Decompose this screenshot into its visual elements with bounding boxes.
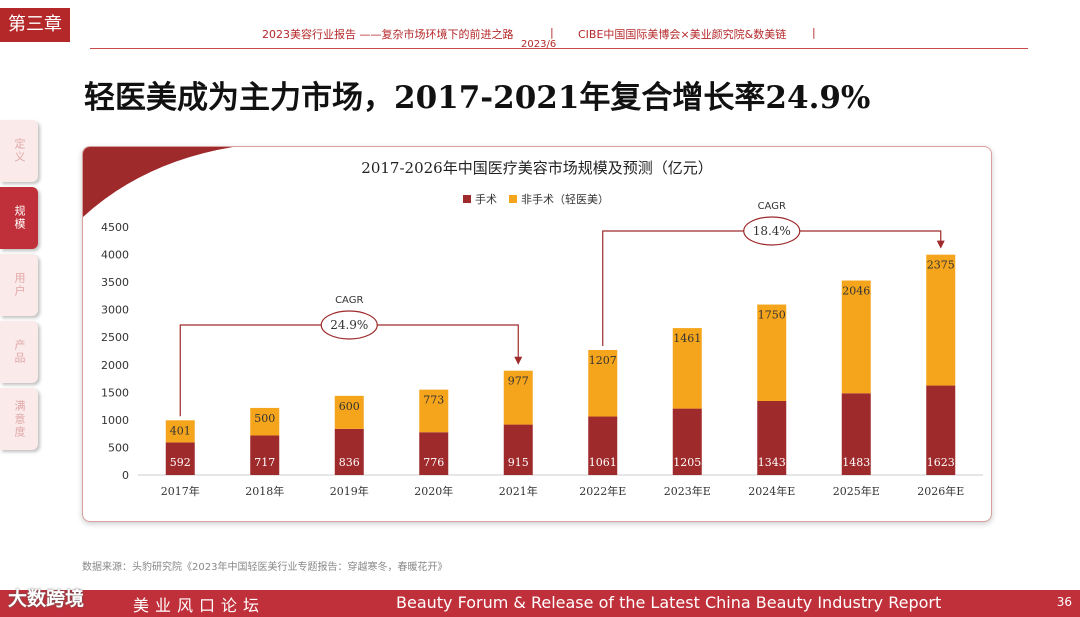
bar-segment	[334, 395, 364, 429]
nav-tab-definition[interactable]: 定义	[0, 120, 38, 182]
legend-swatch	[509, 195, 517, 203]
data-label: 717	[254, 456, 275, 469]
forum-name-cn: 美业风口论坛	[133, 596, 266, 615]
bar-segment	[926, 254, 956, 386]
bar-segment	[841, 393, 871, 475]
x-tick-label: 2024年E	[748, 484, 795, 498]
bar-segment	[588, 350, 618, 417]
y-tick-label: 1500	[101, 386, 129, 399]
data-label: 1750	[758, 309, 786, 322]
bar-segment	[672, 408, 702, 475]
bar-segment	[250, 435, 280, 475]
chart-svg: 2017-2026年中国医疗美容市场规模及预测（亿元） 手术 非手术（轻医美） 0 50…	[83, 147, 983, 498]
data-label: 773	[423, 394, 444, 407]
cagr-value: 24.9%	[330, 318, 368, 332]
x-tick-label: 2026年E	[917, 484, 964, 498]
x-tick-label: 2021年	[499, 484, 538, 498]
legend-label: 手术	[475, 192, 497, 206]
cagr-label: CAGR	[758, 201, 786, 212]
bar-segment	[419, 432, 449, 475]
data-label: 1623	[927, 456, 955, 469]
y-tick-label: 500	[108, 441, 129, 454]
data-label: 1207	[589, 354, 617, 367]
x-tick-label: 2025年E	[833, 484, 880, 498]
header-separator: |	[550, 26, 554, 39]
cagr-label: CAGR	[335, 295, 363, 306]
bar-segment	[757, 304, 787, 401]
nav-tab-users[interactable]: 用户	[0, 254, 38, 316]
report-date: 2023/6	[521, 39, 557, 50]
chapter-badge: 第三章	[0, 8, 70, 42]
data-label: 600	[339, 400, 360, 413]
footer-bar: 美业风口论坛 Beauty Forum & Release of the Lat…	[0, 590, 1080, 617]
y-tick-label: 3000	[101, 304, 129, 317]
legend-label: 非手术（轻医美）	[521, 192, 609, 206]
bar-segment	[503, 370, 533, 425]
forum-name-en: Beauty Forum & Release of the Latest Chi…	[396, 593, 942, 612]
y-tick-label: 2500	[101, 331, 129, 344]
data-source: 数据来源：头豹研究院《2023年中国轻医美行业专题报告：穿越寒冬，春暖花开》	[82, 562, 448, 573]
page-title: 轻医美成为主力市场，2017-2021年复合增长率24.9%	[84, 80, 871, 116]
data-label: 2046	[842, 285, 870, 298]
y-tick-label: 3500	[101, 276, 129, 289]
report-org: CIBE中国国际美博会×美业颜究院&数美链	[578, 28, 787, 41]
bar-segment	[926, 385, 956, 475]
nav-tab-satisfaction[interactable]: 满意度	[0, 388, 38, 450]
report-title: 2023美容行业报告 ——复杂市场环境下的前进之路	[262, 28, 514, 41]
y-tick-label: 2000	[101, 359, 129, 372]
bar-segment	[841, 280, 871, 394]
bar-segment	[334, 428, 364, 475]
bar-segment	[503, 424, 533, 475]
x-tick-label: 2020年	[414, 484, 453, 498]
bar-segment	[757, 400, 787, 475]
data-label: 776	[423, 456, 444, 469]
chart-card: 2017-2026年中国医疗美容市场规模及预测（亿元） 手术 非手术（轻医美） 0 50…	[82, 146, 992, 522]
bar-segment	[165, 442, 195, 475]
data-label: 592	[170, 456, 191, 469]
data-label: 1461	[673, 332, 701, 345]
data-label: 915	[508, 456, 529, 469]
data-label: 401	[170, 424, 191, 437]
data-label: 836	[339, 456, 360, 469]
chart-title: 2017-2026年中国医疗美容市场规模及预测（亿元）	[361, 159, 712, 177]
nav-tab-products[interactable]: 产品	[0, 321, 38, 383]
data-label: 1343	[758, 456, 786, 469]
cagr-value: 18.4%	[753, 224, 791, 238]
page-number: 36	[1056, 595, 1072, 609]
y-tick-label: 4000	[101, 249, 129, 262]
nav-tab-scale[interactable]: 规模	[0, 187, 38, 249]
bar-segment	[419, 389, 449, 433]
y-tick-label: 0	[122, 469, 129, 482]
data-label: 500	[254, 412, 275, 425]
bar-segment	[250, 407, 280, 436]
bar-segment	[165, 420, 195, 443]
data-label: 1483	[842, 456, 870, 469]
x-tick-label: 2019年	[330, 484, 369, 498]
cagr-bubble	[320, 310, 378, 340]
legend-swatch	[463, 195, 471, 203]
x-tick-label: 2017年	[161, 484, 200, 498]
data-label: 1061	[589, 456, 617, 469]
header-separator-end: |	[812, 26, 816, 39]
cagr-arrowhead	[936, 240, 945, 249]
bar-segment	[588, 416, 618, 475]
header-divider	[90, 48, 1028, 49]
bar-segment	[672, 328, 702, 409]
cagr-bubble	[743, 216, 801, 246]
corner-decoration	[83, 147, 233, 217]
data-label: 1205	[673, 456, 701, 469]
y-tick-label: 4500	[101, 221, 129, 234]
x-tick-label: 2022年E	[579, 484, 626, 498]
x-tick-label: 2023年E	[664, 484, 711, 498]
x-tick-label: 2018年	[245, 484, 284, 498]
data-label: 2375	[927, 259, 955, 272]
data-label: 977	[508, 375, 529, 388]
y-tick-label: 1000	[101, 414, 129, 427]
cagr-arrowhead	[514, 356, 523, 365]
watermark-logo: 大数跨境	[8, 588, 85, 610]
